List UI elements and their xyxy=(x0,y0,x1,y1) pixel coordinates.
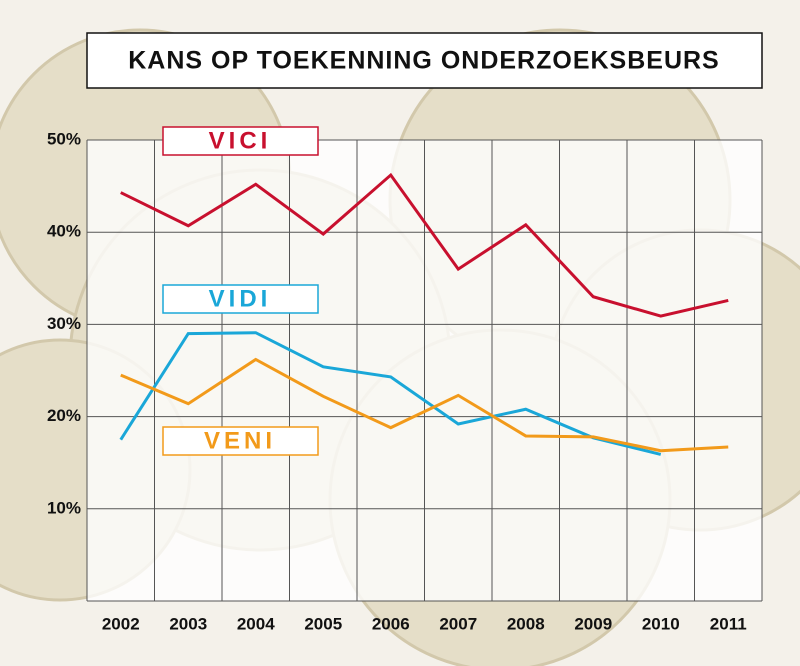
series-label-box xyxy=(162,284,319,314)
x-tick-label: 2008 xyxy=(507,614,545,633)
x-tick-label: 2010 xyxy=(642,614,680,633)
y-tick-label: 50% xyxy=(47,129,81,148)
series-label-box xyxy=(162,126,319,156)
series-line xyxy=(119,331,662,456)
x-tick-label: 2004 xyxy=(237,614,275,633)
x-tick-label: 2011 xyxy=(710,614,747,633)
series-line xyxy=(120,172,729,318)
title-box xyxy=(86,32,763,89)
chart-title: KANS OP TOEKENNING ONDERZOEKSBEURS xyxy=(128,47,719,75)
y-tick-label: 20% xyxy=(47,406,81,425)
x-tick-label: 2005 xyxy=(304,614,342,633)
series-label: VICI xyxy=(209,127,272,154)
x-tick-label: 2002 xyxy=(102,614,140,633)
series-label-box xyxy=(162,426,319,456)
x-tick-label: 2007 xyxy=(439,614,477,633)
series-line xyxy=(120,357,729,453)
x-tick-label: 2003 xyxy=(169,614,207,633)
x-tick-label: 2009 xyxy=(574,614,612,633)
series-label: VIDI xyxy=(209,285,272,312)
y-tick-label: 10% xyxy=(47,498,81,517)
y-tick-label: 30% xyxy=(47,314,81,333)
series-label: VENI xyxy=(204,427,276,454)
y-tick-label: 40% xyxy=(47,222,81,241)
x-tick-label: 2006 xyxy=(372,614,410,633)
